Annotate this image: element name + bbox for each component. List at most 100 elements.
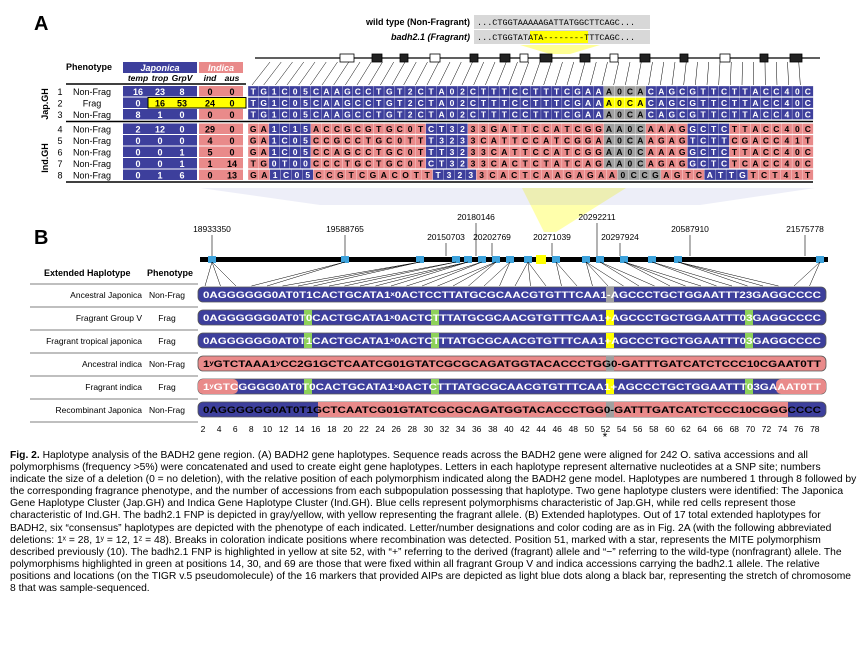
axis-tick: 44 — [536, 424, 546, 434]
seq-char: C — [428, 124, 434, 134]
seq-char: T — [751, 170, 757, 180]
seq-char: 4 — [784, 159, 789, 169]
fan-line — [359, 261, 469, 287]
seq-char: 4 — [784, 110, 789, 120]
seq-char: C — [721, 110, 727, 120]
figure-canvas: A B wild type (Non-Fragrant) ...CTGGTAAA… — [30, 13, 828, 444]
seq-char: C — [805, 147, 811, 157]
seq-char: G — [386, 159, 393, 169]
seq-char: 2 — [460, 147, 465, 157]
seq-char: C — [313, 136, 319, 146]
seq-char: A — [752, 110, 758, 120]
axis-tick: 58 — [649, 424, 659, 434]
seq-char: 0 — [620, 170, 625, 180]
seq-char: 3 — [450, 124, 455, 134]
fan-line — [585, 261, 609, 287]
row-phenotype: Frag — [83, 99, 102, 109]
row-phenotype: Non-Frag — [73, 159, 111, 169]
seq-char: 0 — [795, 147, 800, 157]
seq-char: C — [365, 98, 371, 108]
connector-line — [485, 61, 496, 86]
frag-funnel-top — [520, 45, 600, 54]
connector-line — [636, 61, 642, 86]
haplotype-name: Fragrant Group V — [76, 313, 142, 323]
seq-char: T — [554, 98, 560, 108]
subheader-cell — [126, 73, 148, 83]
seq-char: T — [376, 147, 382, 157]
seq-char: G — [668, 110, 675, 120]
connector-line — [251, 61, 271, 86]
seq-char: T — [349, 170, 355, 180]
seq-char: T — [502, 98, 508, 108]
fixed-polymorphism — [304, 310, 312, 325]
seq-char: T — [711, 136, 717, 146]
ind-counts-bg — [199, 169, 243, 180]
seq-char: A — [544, 170, 550, 180]
caption-fig-label: Fig. 2. — [10, 450, 40, 461]
seq-char: C — [323, 136, 329, 146]
seq-char: A — [658, 87, 664, 97]
count-cell: 16 — [155, 99, 165, 109]
connector-line — [473, 61, 484, 86]
seq-char: T — [523, 124, 529, 134]
connector-line — [555, 61, 563, 86]
seq-char: A — [491, 136, 497, 146]
seq-char: T — [711, 110, 717, 120]
connector-line — [531, 61, 541, 86]
seq-char: A — [501, 159, 507, 169]
seq-char: C — [428, 159, 434, 169]
connector-line — [496, 61, 507, 86]
subheader-cell — [220, 73, 242, 83]
seq-char: C — [365, 147, 371, 157]
seq-cell — [802, 157, 814, 169]
seq-char: A — [658, 124, 664, 134]
seq-char: 0 — [293, 110, 298, 120]
seq-char: G — [250, 170, 257, 180]
seq-char: G — [337, 170, 344, 180]
axis-tick: 38 — [488, 424, 498, 434]
row-num: 5 — [57, 136, 62, 146]
axis-tick: 68 — [730, 424, 740, 434]
seq-char: T — [376, 124, 382, 134]
ind-counts-bg — [199, 158, 243, 169]
subheaders: temp trop GrpV ind aus — [66, 73, 246, 85]
seq-char: C — [773, 110, 779, 120]
seq-char: C — [470, 98, 476, 108]
haplotype-seq: 1ʸGTCTAAA1ʸCC2G1GCTCAATCG01GTATCGCGCAGAT… — [203, 359, 822, 369]
axis-tick: 60 — [665, 424, 675, 434]
seq-char: A — [637, 87, 643, 97]
fan-line — [390, 261, 469, 287]
seq-char: C — [326, 170, 332, 180]
fan-line — [344, 261, 457, 287]
gene-model — [255, 53, 820, 63]
seq-char: T — [418, 136, 424, 146]
seq-char: T — [251, 159, 257, 169]
row-num: 6 — [57, 148, 62, 158]
connector-line — [415, 61, 428, 86]
fixed-polymorphism — [431, 333, 439, 348]
haplotype-seq: 0AGGGGGG0AT0T0CACTGCATA1ˣ0ACTCTTTATGCGCA… — [203, 313, 822, 323]
seq-char: T — [523, 147, 529, 157]
axis-tick: 22 — [359, 424, 369, 434]
seq-char: C — [773, 136, 779, 146]
seq-char: T — [565, 159, 571, 169]
count-cell: 0 — [157, 159, 162, 169]
marker-dot — [464, 256, 472, 263]
gene-exon — [499, 53, 511, 63]
connector-line — [520, 61, 529, 86]
subheader-GrpV: GrpV — [172, 73, 194, 83]
seq-char: T — [544, 159, 550, 169]
fan-line — [375, 261, 469, 287]
axis-tick: 28 — [408, 424, 418, 434]
connector-line — [590, 61, 597, 86]
seq-char: T — [701, 98, 707, 108]
row-phenotype: Non-Frag — [73, 171, 111, 181]
seq-char: 0 — [795, 87, 800, 97]
seq-char: T — [481, 110, 487, 120]
connector-line — [333, 61, 349, 86]
seq-char: T — [805, 136, 811, 146]
seq-char: T — [732, 159, 738, 169]
fan-line — [282, 261, 421, 287]
seq-char: G — [386, 147, 393, 157]
seq-char: C — [512, 87, 518, 97]
